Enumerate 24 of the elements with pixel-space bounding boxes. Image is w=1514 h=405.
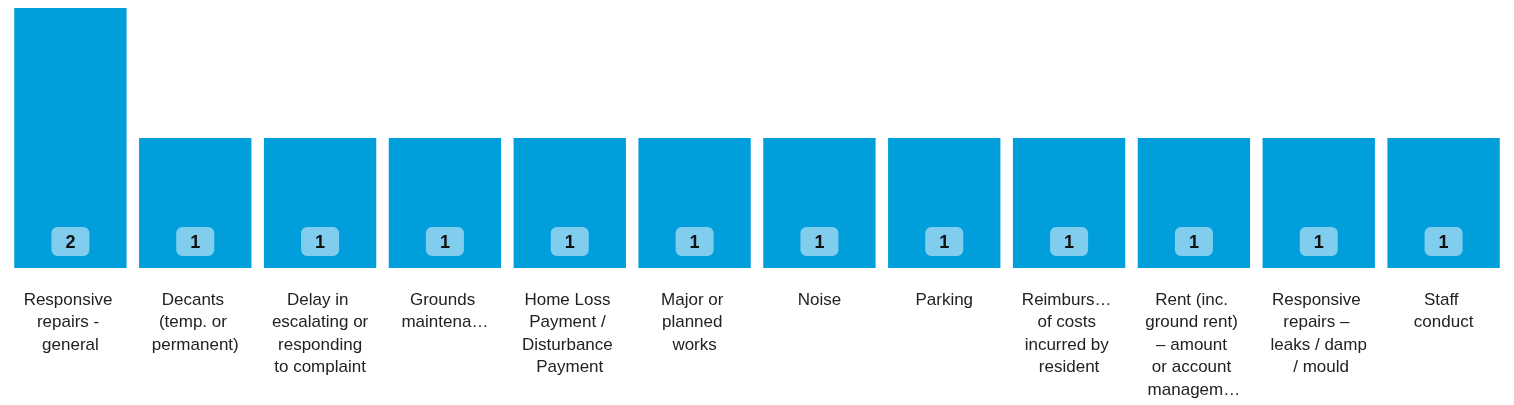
x-tick-label: Noise	[797, 289, 842, 309]
data-label: 1	[939, 232, 950, 252]
data-label: 1	[1438, 232, 1449, 252]
x-tick-label: Grounds maintena…	[401, 289, 489, 332]
data-label: 1	[190, 232, 201, 252]
data-label: 1	[439, 232, 450, 252]
x-tick-label: Major or planned works	[661, 289, 729, 354]
data-label: 1	[315, 232, 326, 252]
x-tick-label: Delay in escalating or responding to complaint	[271, 289, 369, 377]
data-label: 1	[1064, 232, 1075, 252]
x-tick-label: Staff conduct	[1413, 289, 1474, 332]
x-tick-label: Parking	[915, 289, 974, 309]
data-label: 2	[65, 232, 76, 252]
data-label: 1	[564, 232, 575, 252]
x-tick-label: Home Loss Payment / Disturbance Payment	[522, 289, 618, 377]
data-label: 1	[814, 232, 825, 252]
x-tick-label: Reimburs… of costs incurred by resident	[1021, 289, 1117, 377]
data-label: 1	[1313, 232, 1324, 252]
data-label: 1	[1188, 232, 1199, 252]
x-tick-label: Rent (inc. ground rent) – amount or account managem…	[1145, 289, 1243, 399]
x-tick-label: Decants (temp. or permanent)	[151, 289, 239, 354]
data-label: 1	[689, 232, 700, 252]
x-tick-label: Responsive repairs – leaks / damp / mould	[1270, 289, 1367, 377]
x-tick-label: Responsive repairs - general	[23, 289, 118, 354]
